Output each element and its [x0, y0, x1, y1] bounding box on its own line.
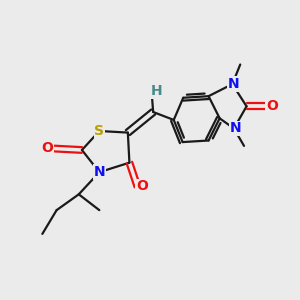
Text: S: S: [94, 124, 104, 138]
Text: N: N: [94, 165, 105, 179]
Text: N: N: [230, 122, 241, 136]
Text: H: H: [151, 84, 162, 98]
Text: N: N: [228, 77, 240, 91]
Text: O: O: [41, 141, 53, 155]
Text: O: O: [266, 99, 278, 113]
Text: O: O: [136, 179, 148, 194]
